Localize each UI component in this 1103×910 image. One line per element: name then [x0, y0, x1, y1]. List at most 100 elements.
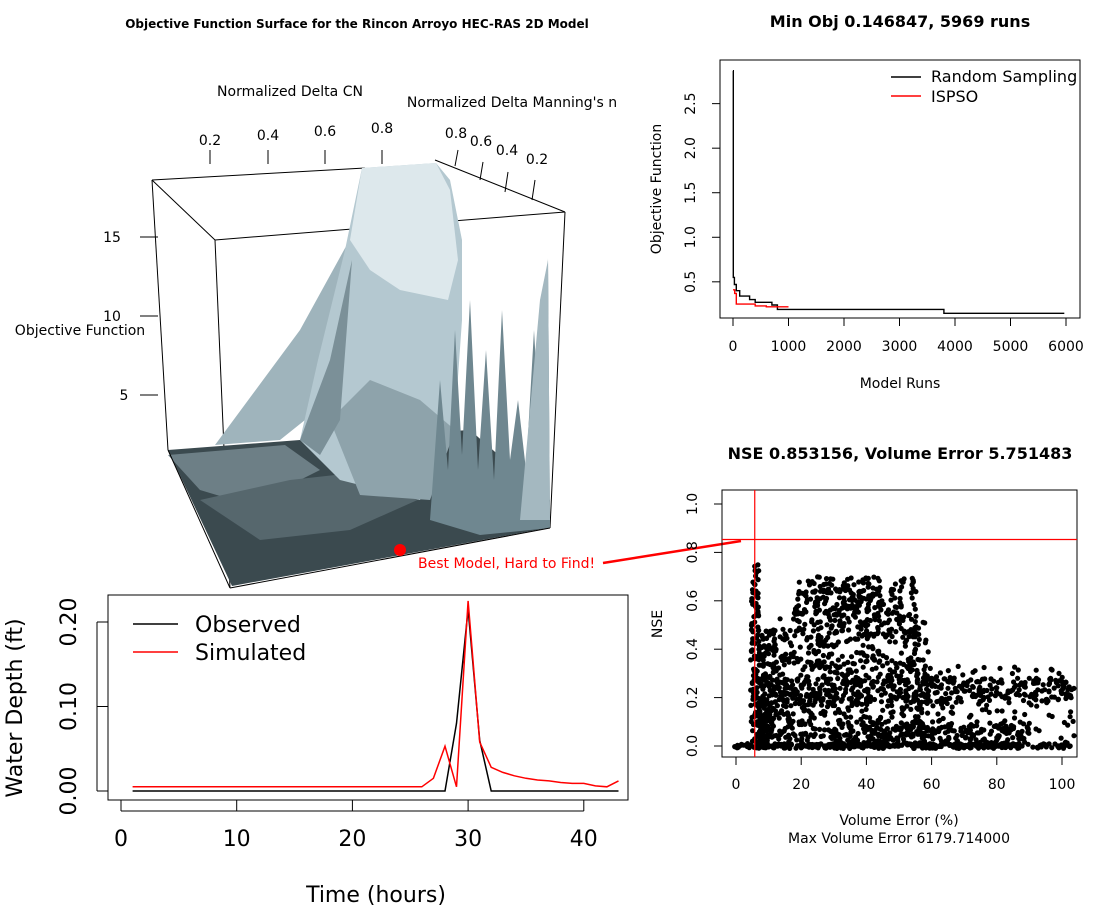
scatter-point — [748, 648, 755, 655]
scatter-point — [881, 620, 888, 626]
scatter-x-tick-label: 20 — [792, 777, 810, 793]
scatter-point — [958, 725, 964, 731]
scatter-point — [851, 661, 858, 667]
scatter-point — [840, 599, 847, 606]
scatter-point — [914, 705, 920, 711]
scatter-point — [1017, 682, 1023, 688]
scatter-point — [872, 730, 878, 736]
scatter-point — [817, 726, 823, 733]
scatter-x-tick-label: 60 — [923, 777, 941, 793]
scatter-point — [921, 738, 928, 744]
surface-z-ticks: 5 10 15 — [103, 230, 158, 404]
scatter-point — [868, 734, 874, 740]
scatter-point — [759, 634, 766, 640]
convergence-x-tick-label: 6000 — [1048, 339, 1084, 355]
scatter-point — [817, 685, 823, 691]
scatter-y-tick-label: 0.0 — [685, 735, 701, 757]
scatter-point — [993, 743, 999, 750]
scatter-point — [921, 681, 927, 687]
scatter-point — [948, 709, 954, 715]
scatter-point — [903, 681, 909, 688]
scatter-point — [825, 727, 832, 733]
scatter-point — [760, 657, 766, 663]
scatter-point — [814, 595, 820, 601]
scatter-point — [984, 687, 990, 694]
scatter-point — [911, 601, 917, 608]
scatter-point — [961, 743, 967, 749]
scatter-point — [954, 732, 960, 739]
scatter-point — [755, 595, 761, 601]
scatter-point — [1001, 740, 1008, 746]
scatter-subtitle: Max Volume Error 6179.714000 — [788, 831, 1010, 847]
scatter-point — [870, 721, 876, 728]
scatter-point — [1016, 742, 1023, 748]
scatter-point — [898, 725, 904, 731]
scatter-point — [968, 712, 974, 718]
scatter-point — [910, 628, 917, 634]
scatter-point — [813, 599, 819, 605]
scatter-point — [766, 683, 773, 689]
scatter-point — [910, 577, 916, 583]
scatter-point — [769, 727, 775, 733]
convergence-y-tick-label: 2.0 — [683, 137, 699, 159]
scatter-point — [790, 687, 797, 693]
scatter-point — [754, 685, 760, 691]
scatter-point — [824, 622, 830, 628]
scatter-point — [855, 740, 861, 746]
scatter-point — [820, 733, 826, 739]
scatter-point — [899, 669, 905, 675]
scatter-point — [1048, 677, 1054, 683]
convergence-y-axis-label: Objective Function — [649, 124, 665, 254]
hydrograph-series — [132, 600, 619, 792]
scatter-point — [792, 700, 798, 707]
scatter-point — [793, 745, 799, 751]
scatter-point — [914, 697, 921, 703]
scatter-point — [761, 643, 767, 649]
surface-y-tick — [531, 179, 536, 201]
scatter-point — [953, 699, 959, 705]
scatter-point — [772, 628, 778, 634]
scatter-point — [796, 579, 802, 585]
surface-x-tick-label: 0.8 — [371, 121, 393, 137]
scatter-point — [999, 708, 1005, 714]
scatter-point — [847, 667, 853, 673]
scatter-point — [849, 687, 855, 693]
scatter-best-lines — [722, 490, 1077, 757]
scatter-point — [802, 721, 808, 727]
scatter-point — [773, 732, 779, 739]
scatter-point — [970, 684, 976, 690]
scatter-point — [836, 664, 842, 670]
scatter-point — [1049, 694, 1055, 700]
scatter-point — [984, 702, 990, 708]
surface-x-tick-label: 0.4 — [257, 128, 279, 144]
scatter-point — [978, 692, 984, 699]
scatter-point — [994, 724, 1000, 730]
scatter-point — [1026, 730, 1032, 736]
scatter-point — [766, 642, 772, 649]
surface-y-tick-label: 0.4 — [496, 143, 518, 159]
scatter-point — [934, 689, 940, 696]
scatter-point — [835, 657, 841, 663]
scatter-point — [988, 676, 994, 682]
scatter-point — [897, 613, 903, 619]
scatter-point — [828, 576, 834, 582]
scatter-point — [848, 729, 854, 735]
scatter-point — [793, 628, 799, 634]
scatter-point — [753, 573, 759, 579]
scatter-point — [808, 642, 814, 649]
scatter-x-axis-label: Volume Error (%) — [839, 813, 958, 829]
scatter-point — [831, 644, 837, 650]
hydrograph-x-tick-label: 0 — [114, 827, 128, 852]
scatter-point — [1055, 696, 1061, 702]
scatter-point — [1008, 742, 1014, 748]
surface-right-spikes — [430, 258, 550, 535]
scatter-point — [834, 588, 840, 594]
scatter-point — [889, 702, 895, 709]
scatter-point — [790, 711, 796, 717]
scatter-point — [892, 604, 898, 610]
scatter-point — [873, 665, 879, 671]
scatter-point — [858, 693, 865, 699]
scatter-point — [1026, 675, 1032, 681]
scatter-point — [941, 676, 947, 682]
scatter-point — [822, 712, 828, 718]
